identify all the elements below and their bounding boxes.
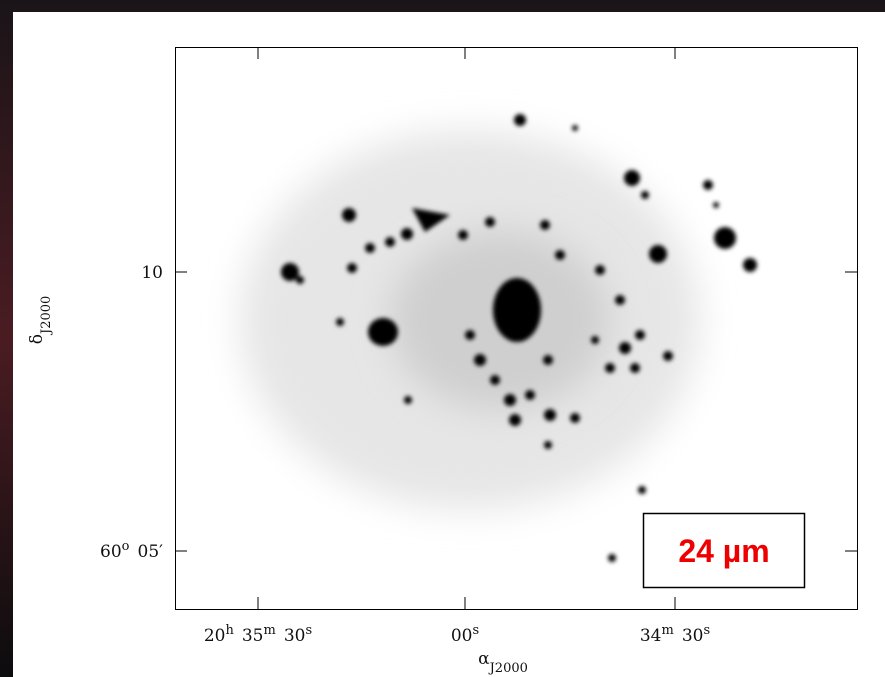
y-tick-label: 60o 05′ <box>100 539 163 563</box>
label-part: δ <box>27 334 47 344</box>
label-part: 05′ <box>138 542 164 562</box>
label-part: s <box>305 623 312 638</box>
x-axis-label: αJ2000 <box>478 649 528 676</box>
x-tick-label: 00s <box>451 623 479 647</box>
label-part: α <box>478 649 490 669</box>
band-label-box <box>642 512 806 589</box>
label-part: o <box>122 539 130 554</box>
x-tick-label: 34m 30s <box>640 623 710 647</box>
label-part: 60 <box>100 542 122 562</box>
label-part: h <box>225 623 234 638</box>
x-tick-label: 20h 35m 30s <box>204 623 312 647</box>
label-part: m <box>264 623 276 638</box>
band-label: 24 µm <box>678 533 769 569</box>
galaxy-image <box>240 114 757 562</box>
label-part: 35 <box>242 626 264 646</box>
label-part: J2000 <box>39 296 54 336</box>
y-axis-label: δJ2000 <box>27 296 54 345</box>
label-part: 34 <box>640 626 662 646</box>
ticks <box>175 47 857 609</box>
label-part: 10 <box>141 263 163 283</box>
label-part: J2000 <box>488 661 528 676</box>
y-tick-label: 10 <box>141 263 163 283</box>
label-part: m <box>662 623 674 638</box>
label-part: 30 <box>682 626 704 646</box>
plot-frame <box>175 47 858 610</box>
label-part: 30 <box>284 626 306 646</box>
label-part: 20 <box>204 626 226 646</box>
label-part: s <box>472 623 479 638</box>
label-part: s <box>703 623 710 638</box>
label-part: 00 <box>451 626 473 646</box>
